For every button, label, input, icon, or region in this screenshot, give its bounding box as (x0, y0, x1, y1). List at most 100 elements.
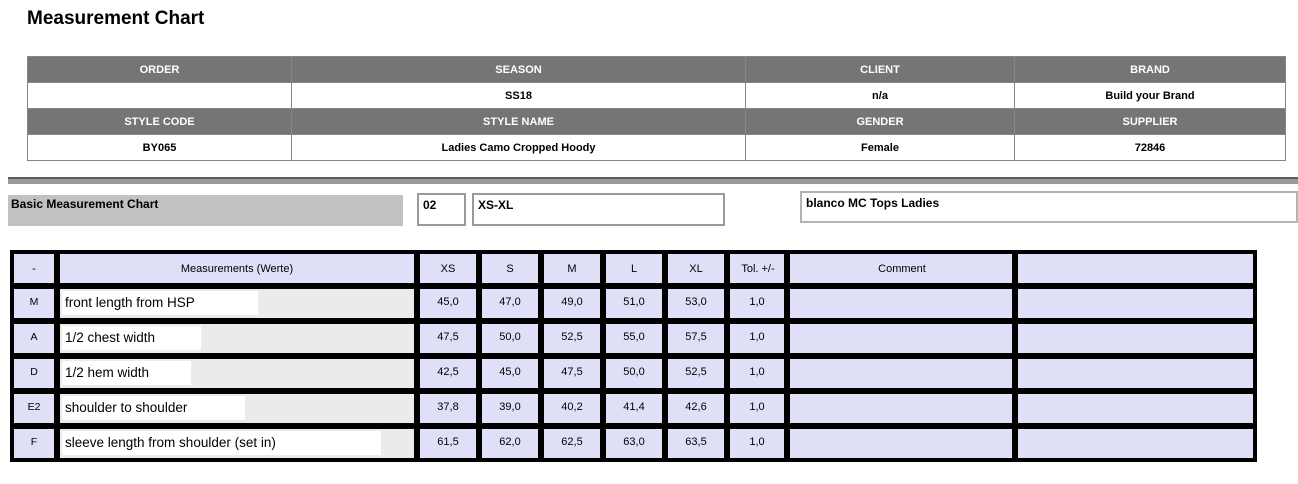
measure-name-field[interactable]: sleeve length from shoulder (set in) (62, 431, 381, 455)
value-tolerance[interactable]: 1,0 (728, 322, 786, 355)
value-m[interactable]: 49,0 (542, 287, 602, 320)
info-header-gender: GENDER (745, 108, 1015, 135)
info-value-style-code: BY065 (27, 134, 292, 161)
value-tolerance[interactable]: 1,0 (728, 357, 786, 390)
extra-cell[interactable] (1016, 427, 1255, 460)
info-header-style-name: STYLE NAME (291, 108, 746, 135)
value-xl[interactable]: 53,0 (666, 287, 726, 320)
info-header-client: CLIENT (745, 56, 1015, 83)
measure-name-field[interactable]: 1/2 hem width (62, 361, 191, 385)
extra-cell[interactable] (1016, 287, 1255, 320)
measurement-header-row: - Measurements (Werte) XS S M L XL Tol. … (12, 252, 1255, 285)
measure-name-field[interactable]: front length from HSP (62, 291, 258, 315)
measure-code: D (12, 357, 56, 390)
value-tolerance[interactable]: 1,0 (728, 392, 786, 425)
measure-name-cell[interactable]: sleeve length from shoulder (set in) (58, 427, 416, 460)
measure-code: M (12, 287, 56, 320)
value-s[interactable]: 47,0 (480, 287, 540, 320)
value-m[interactable]: 47,5 (542, 357, 602, 390)
comment-cell[interactable] (788, 357, 1014, 390)
info-header-brand: BRAND (1014, 56, 1286, 83)
measurement-row-hem-width: D 1/2 hem width 42,5 45,0 47,5 50,0 52,5… (12, 357, 1255, 390)
value-tolerance[interactable]: 1,0 (728, 427, 786, 460)
measure-name-field[interactable]: 1/2 chest width (62, 326, 201, 350)
comment-cell[interactable] (788, 322, 1014, 355)
measure-code: F (12, 427, 56, 460)
info-value-row-2: BY065 Ladies Camo Cropped Hoody Female 7… (27, 134, 1286, 161)
info-header-season: SEASON (291, 56, 746, 83)
measurement-row-sleeve-length: F sleeve length from shoulder (set in) 6… (12, 427, 1255, 460)
col-head-m: M (542, 252, 602, 285)
col-head-xl: XL (666, 252, 726, 285)
comment-cell[interactable] (788, 427, 1014, 460)
value-s[interactable]: 62,0 (480, 427, 540, 460)
measure-code: E2 (12, 392, 56, 425)
section-divider (8, 177, 1298, 184)
measurement-row-shoulder: E2 shoulder to shoulder 37,8 39,0 40,2 4… (12, 392, 1255, 425)
measurement-block-field[interactable]: blanco MC Tops Ladies (800, 191, 1298, 223)
info-value-brand: Build your Brand (1014, 82, 1286, 109)
measure-name-cell[interactable]: shoulder to shoulder (58, 392, 416, 425)
info-value-style-name: Ladies Camo Cropped Hoody (291, 134, 746, 161)
measure-name-cell[interactable]: front length from HSP (58, 287, 416, 320)
col-head-code: - (12, 252, 56, 285)
comment-cell[interactable] (788, 392, 1014, 425)
info-header-row-2: STYLE CODE STYLE NAME GENDER SUPPLIER (27, 108, 1286, 135)
value-xs[interactable]: 47,5 (418, 322, 478, 355)
measure-name-field[interactable]: shoulder to shoulder (62, 396, 245, 420)
info-header-row-1: ORDER SEASON CLIENT BRAND (27, 56, 1286, 83)
value-s[interactable]: 50,0 (480, 322, 540, 355)
measure-code: A (12, 322, 56, 355)
value-l[interactable]: 51,0 (604, 287, 664, 320)
value-xs[interactable]: 42,5 (418, 357, 478, 390)
measure-name-cell[interactable]: 1/2 chest width (58, 322, 416, 355)
extra-cell[interactable] (1016, 392, 1255, 425)
value-xl[interactable]: 63,5 (666, 427, 726, 460)
measurement-row-chest-width: A 1/2 chest width 47,5 50,0 52,5 55,0 57… (12, 322, 1255, 355)
col-head-l: L (604, 252, 664, 285)
value-tolerance[interactable]: 1,0 (728, 287, 786, 320)
info-value-row-1: SS18 n/a Build your Brand (27, 82, 1286, 109)
value-xs[interactable]: 37,8 (418, 392, 478, 425)
value-xl[interactable]: 42,6 (666, 392, 726, 425)
value-l[interactable]: 63,0 (604, 427, 664, 460)
value-xs[interactable]: 61,5 (418, 427, 478, 460)
info-value-order (27, 82, 292, 109)
page-title: Measurement Chart (27, 8, 205, 29)
value-m[interactable]: 40,2 (542, 392, 602, 425)
value-xs[interactable]: 45,0 (418, 287, 478, 320)
value-l[interactable]: 50,0 (604, 357, 664, 390)
value-s[interactable]: 39,0 (480, 392, 540, 425)
value-l[interactable]: 55,0 (604, 322, 664, 355)
size-range-field[interactable]: XS-XL (472, 193, 725, 226)
comment-cell[interactable] (788, 287, 1014, 320)
info-header-supplier: SUPPLIER (1014, 108, 1286, 135)
value-l[interactable]: 41,4 (604, 392, 664, 425)
info-value-client: n/a (745, 82, 1015, 109)
info-header-order: ORDER (27, 56, 292, 83)
measure-name-cell[interactable]: 1/2 hem width (58, 357, 416, 390)
basic-measurement-chart-label: Basic Measurement Chart (8, 195, 403, 226)
col-head-extra (1016, 252, 1255, 285)
value-m[interactable]: 62,5 (542, 427, 602, 460)
col-head-measurements: Measurements (Werte) (58, 252, 416, 285)
extra-cell[interactable] (1016, 322, 1255, 355)
value-xl[interactable]: 57,5 (666, 322, 726, 355)
value-xl[interactable]: 52,5 (666, 357, 726, 390)
measurement-row-front-length: M front length from HSP 45,0 47,0 49,0 5… (12, 287, 1255, 320)
info-header-style-code: STYLE CODE (27, 108, 292, 135)
info-value-gender: Female (745, 134, 1015, 161)
value-m[interactable]: 52,5 (542, 322, 602, 355)
col-head-comment: Comment (788, 252, 1014, 285)
col-head-tolerance: Tol. +/- (728, 252, 786, 285)
value-s[interactable]: 45,0 (480, 357, 540, 390)
col-head-s: S (480, 252, 540, 285)
measurement-table: - Measurements (Werte) XS S M L XL Tol. … (10, 250, 1257, 462)
chart-number-field[interactable]: 02 (417, 193, 466, 226)
extra-cell[interactable] (1016, 357, 1255, 390)
info-value-season: SS18 (291, 82, 746, 109)
col-head-xs: XS (418, 252, 478, 285)
order-info-table: ORDER SEASON CLIENT BRAND SS18 n/a Build… (27, 56, 1286, 161)
info-value-supplier: 72846 (1014, 134, 1286, 161)
